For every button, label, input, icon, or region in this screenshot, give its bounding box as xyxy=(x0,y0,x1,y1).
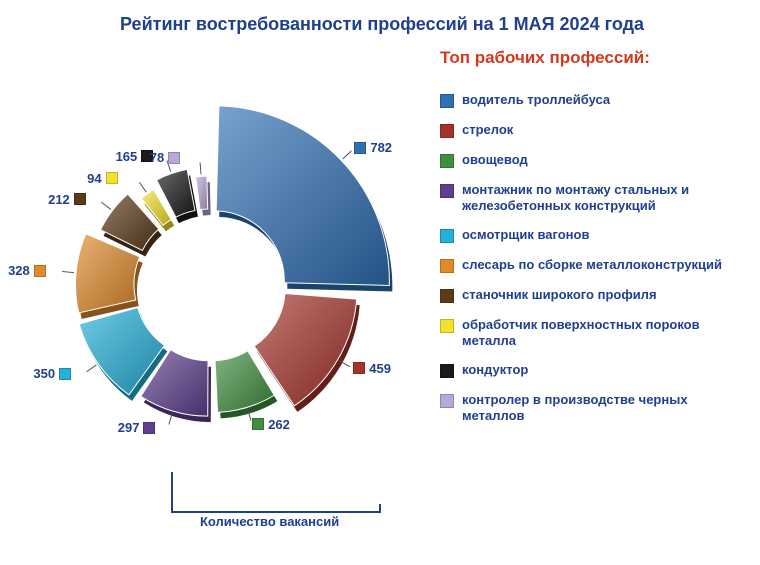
chart-legend: водитель троллейбуса стрелок овощевод монта… xyxy=(440,92,750,438)
data-label-value: 262 xyxy=(268,417,290,432)
legend-item: овощевод xyxy=(440,152,750,168)
data-label-swatch xyxy=(168,152,180,164)
donut-chart xyxy=(0,70,430,500)
legend-item: монтажник по монтажу стальных и железобе… xyxy=(440,182,750,213)
data-label-swatch xyxy=(106,172,118,184)
legend-item: осмотрщик вагонов xyxy=(440,227,750,243)
data-label: 350 xyxy=(33,366,71,381)
data-label-swatch xyxy=(59,368,71,380)
legend-label: кондуктор xyxy=(462,362,528,378)
leader-line xyxy=(101,202,111,209)
leader-line xyxy=(62,272,74,273)
data-label-value: 78 xyxy=(150,150,164,165)
data-label: 262 xyxy=(252,417,290,432)
data-label: 94 xyxy=(87,171,117,186)
data-label-swatch xyxy=(252,418,264,430)
page-subtitle: Топ рабочих профессий: xyxy=(440,48,650,68)
legend-swatch xyxy=(440,289,454,303)
legend-item: станочник широкого профиля xyxy=(440,287,750,303)
data-label-swatch xyxy=(354,142,366,154)
data-label: 297 xyxy=(118,420,156,435)
legend-swatch xyxy=(440,259,454,273)
data-label-swatch xyxy=(143,422,155,434)
legend-label: монтажник по монтажу стальных и железобе… xyxy=(462,182,742,213)
data-label: 165 xyxy=(116,149,154,164)
leader-line xyxy=(139,182,146,192)
data-label: 459 xyxy=(353,361,391,376)
legend-label: осмотрщик вагонов xyxy=(462,227,589,243)
legend-label: обработчик поверхностных пороков металла xyxy=(462,317,742,348)
data-label-value: 328 xyxy=(8,263,30,278)
leader-line xyxy=(87,365,97,372)
legend-item: обработчик поверхностных пороков металла xyxy=(440,317,750,348)
data-label-value: 459 xyxy=(369,361,391,376)
data-label: 212 xyxy=(48,192,86,207)
data-label-swatch xyxy=(74,193,86,205)
data-label-swatch xyxy=(353,362,365,374)
legend-label: овощевод xyxy=(462,152,528,168)
legend-swatch xyxy=(440,94,454,108)
donut-slice xyxy=(216,106,389,286)
legend-swatch xyxy=(440,394,454,408)
legend-item: контролер в производстве черных металлов xyxy=(440,392,750,423)
data-label-swatch xyxy=(34,265,46,277)
donut-slice xyxy=(196,176,208,210)
legend-item: слесарь по сборке металлоконструкций xyxy=(440,257,750,273)
legend-swatch xyxy=(440,154,454,168)
chart-caption: Количество вакансий xyxy=(200,514,339,529)
data-label-value: 782 xyxy=(370,140,392,155)
data-label-value: 165 xyxy=(116,149,138,164)
legend-item: кондуктор xyxy=(440,362,750,378)
legend-item: водитель троллейбуса xyxy=(440,92,750,108)
legend-item: стрелок xyxy=(440,122,750,138)
leader-line xyxy=(343,151,352,159)
legend-swatch xyxy=(440,319,454,333)
legend-swatch xyxy=(440,229,454,243)
data-label-value: 94 xyxy=(87,171,101,186)
legend-label: станочник широкого профиля xyxy=(462,287,657,303)
legend-swatch xyxy=(440,124,454,138)
legend-label: стрелок xyxy=(462,122,513,138)
data-label-value: 212 xyxy=(48,192,70,207)
legend-swatch xyxy=(440,364,454,378)
data-label: 328 xyxy=(8,263,46,278)
legend-swatch xyxy=(440,184,454,198)
leader-line xyxy=(200,162,201,174)
data-label: 78 xyxy=(150,150,180,165)
data-label-value: 350 xyxy=(33,366,55,381)
legend-label: контролер в производстве черных металлов xyxy=(462,392,742,423)
data-label-value: 297 xyxy=(118,420,140,435)
data-label: 782 xyxy=(354,140,392,155)
legend-label: слесарь по сборке металлоконструкций xyxy=(462,257,722,273)
page-title: Рейтинг востребованности профессий на 1 … xyxy=(120,14,644,35)
legend-label: водитель троллейбуса xyxy=(462,92,610,108)
